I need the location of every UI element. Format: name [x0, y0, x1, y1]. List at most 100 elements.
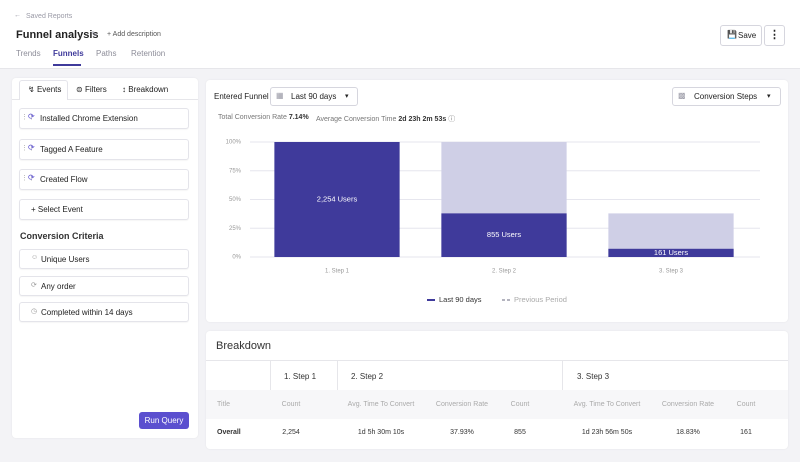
criteria-name: Unique Users: [41, 255, 90, 264]
divider: [206, 360, 788, 361]
save-button[interactable]: 💾 Save: [720, 25, 762, 46]
date-range-dropdown[interactable]: ▦ Last 90 days ▾: [270, 87, 358, 106]
caret: ▾: [767, 93, 771, 100]
header: ← Saved Reports Funnel analysis ✎ + Add …: [0, 0, 800, 69]
legend-label: Previous Period: [514, 295, 567, 304]
breakdown-title: Breakdown: [216, 340, 272, 352]
event-name: Tagged A Feature: [40, 144, 103, 154]
edit-icon[interactable]: ✎: [91, 30, 98, 39]
criteria-name: Completed within 14 days: [41, 308, 133, 317]
table-cell: 1d 5h 30m 10s: [357, 429, 405, 436]
drag-handle: ⋮⋮: [21, 144, 35, 152]
stat-value: 7.14%: [288, 114, 309, 121]
nav-tab[interactable]: Funnels: [53, 49, 84, 58]
view-label: Conversion Steps: [694, 92, 758, 101]
chart-panel: Entered Funnel ▦ Last 90 days ▾ ▩ Conver…: [206, 80, 788, 322]
table-cell: 2,254: [282, 429, 300, 436]
y-tick-label: 50%: [229, 197, 242, 203]
calendar-icon: ▦: [276, 91, 284, 100]
criteria-title: Conversion Criteria: [20, 231, 104, 241]
criteria-icon: ⟳: [31, 281, 37, 289]
more-button[interactable]: ⋮: [764, 25, 785, 46]
column-header: Conversion Rate: [435, 401, 489, 408]
average-time: Average Conversion Time 2d 23h 2m 53s ⓘ: [316, 116, 456, 123]
event-item[interactable]: ⋮⋮ ⟳ Tagged A Feature: [19, 138, 189, 160]
bar: [441, 213, 567, 257]
event-name: Created Flow: [40, 175, 88, 184]
x-tick-label: 1. Step 1: [325, 269, 350, 275]
stat-label: Total Conversion Rate: [218, 114, 287, 121]
event-item[interactable]: ⋮⋮ ⟳ Installed Chrome Extension: [19, 108, 189, 129]
criteria-name: Any order: [41, 281, 76, 291]
y-tick-label: 0%: [232, 255, 241, 261]
group-header: 3. Step 3: [577, 372, 610, 381]
column-header: Conversion Rate: [661, 401, 715, 408]
column-header: Count: [736, 401, 756, 408]
tab-events[interactable]: ↯ Events: [28, 85, 62, 94]
column-header: Avg. Time To Convert: [347, 401, 415, 408]
bar: [608, 248, 734, 257]
select-event-label: + Select Event: [31, 205, 83, 214]
steps-icon: ▩: [678, 91, 686, 100]
table-cell: 161: [740, 429, 752, 436]
table-cell: 37.93%: [450, 429, 474, 436]
criteria-item[interactable]: ☺ Unique Users: [19, 249, 189, 269]
select-event[interactable]: + Select Event: [19, 199, 189, 220]
y-tick-label: 25%: [229, 226, 242, 232]
event-icon: ⟳: [28, 173, 35, 182]
sidebar: ↯ Events ⊜ Filters ↕ Breakdown ⋮⋮ ⟳ Instal…: [12, 78, 198, 438]
x-tick-label: 3. Step 3: [659, 269, 684, 275]
data-label: 2,254 Users: [317, 194, 358, 203]
column-divider: [270, 360, 271, 390]
event-icon: ⟳: [28, 142, 35, 152]
criteria-item[interactable]: ◷ Completed within 14 days: [19, 302, 189, 322]
total-conversion: Total Conversion Rate 7.14%: [218, 114, 309, 121]
tab-label: Events: [36, 85, 62, 94]
group-header: 2. Step 2: [351, 372, 384, 381]
nav-tab[interactable]: Trends: [16, 49, 41, 58]
active-underline: [53, 64, 81, 66]
data-label: 161 Users: [654, 248, 688, 257]
table-cell: 855: [514, 429, 526, 436]
date-range: Last 90 days: [291, 92, 337, 101]
column-header: Count: [281, 401, 301, 408]
table-cell: 1d 23h 56m 50s: [581, 429, 633, 436]
column-divider: [337, 360, 338, 390]
table-cell: Overall: [217, 429, 241, 436]
view-dropdown[interactable]: ▩ Conversion Steps ▾: [672, 87, 781, 106]
breakdown-panel: Breakdown 1. Step 1 2. Step 2 3. Step 3 Tit…: [206, 331, 788, 449]
column-header: Avg. Time To Convert: [573, 401, 641, 408]
active-tab[interactable]: [19, 80, 68, 100]
y-tick-label: 75%: [229, 168, 242, 174]
event-icon: ⟳: [28, 112, 35, 121]
drag-handle: ⋮⋮: [21, 114, 35, 121]
data-label: 855 Users: [487, 230, 521, 239]
table-cell: 18.83%: [676, 429, 700, 436]
tab-label: Breakdown: [128, 85, 169, 94]
x-tick-label: 2. Step 2: [492, 269, 517, 275]
criteria-icon: ☺: [31, 254, 39, 261]
tab-divider: [12, 99, 198, 100]
drag-handle: ⋮⋮: [21, 175, 35, 182]
column-header: Count: [510, 401, 530, 408]
tab-label: Filters: [84, 85, 107, 94]
chart: 0% 25% 50% 75% 100% 2,254 Users 1. Step 1 855 U…: [226, 140, 760, 304]
tab-filters[interactable]: ⊜ Filters: [76, 85, 107, 94]
column-header: Title: [217, 401, 230, 408]
nav-tab[interactable]: Retention: [131, 49, 166, 58]
breadcrumb[interactable]: Saved Reports: [26, 13, 73, 20]
legend-label: Last 90 days: [439, 295, 482, 304]
back-arrow[interactable]: ←: [14, 12, 21, 19]
run-query[interactable]: Run Query: [139, 412, 189, 429]
criteria-item[interactable]: ⟳ Any order: [19, 275, 189, 296]
y-tick-label: 100%: [226, 140, 242, 146]
column-header-row: [206, 390, 788, 419]
event-item[interactable]: ⋮⋮ ⟳ Created Flow: [19, 169, 189, 190]
column-divider: [562, 360, 563, 390]
nav-tab[interactable]: Paths: [96, 49, 117, 58]
funnel-label: Entered Funnel: [214, 92, 269, 101]
stat-label: Average Conversion Time: [316, 116, 397, 123]
add-description[interactable]: + Add description: [107, 31, 161, 38]
tab-breakdown[interactable]: ↕ Breakdown: [122, 85, 169, 94]
